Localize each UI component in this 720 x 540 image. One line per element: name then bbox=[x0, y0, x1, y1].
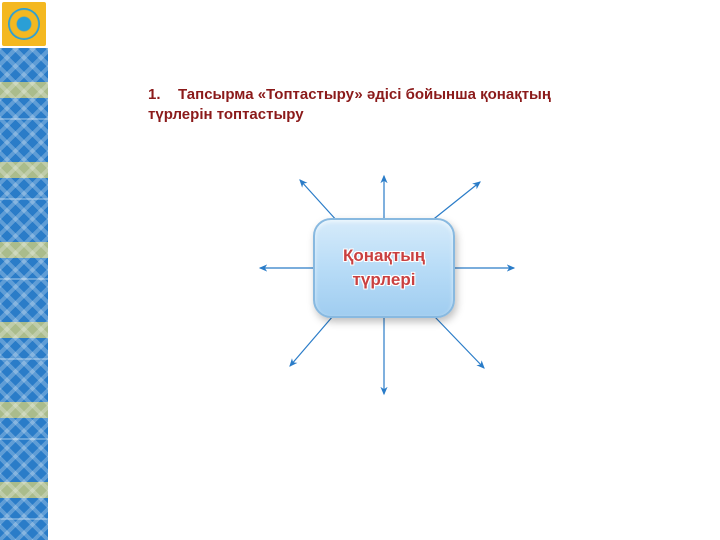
task-heading: 1.Тапсырма «Топтастыру» әдісі бойынша қо… bbox=[148, 85, 588, 126]
slide-content: 1.Тапсырма «Топтастыру» әдісі бойынша қо… bbox=[48, 0, 720, 540]
diagram-arrow bbox=[300, 180, 338, 222]
cluster-diagram: Қонақтың түрлері bbox=[208, 148, 568, 428]
diagram-arrow bbox=[290, 316, 333, 366]
diagram-arrow bbox=[430, 182, 480, 222]
task-number: 1. bbox=[148, 85, 178, 105]
center-node: Қонақтың түрлері bbox=[313, 218, 455, 318]
center-node-line2: түрлері bbox=[353, 270, 416, 289]
ornament-pattern bbox=[0, 48, 48, 540]
diagram-arrow bbox=[434, 316, 484, 368]
task-title: Тапсырма «Топтастыру» әдісі бойынша қона… bbox=[148, 86, 551, 123]
center-node-line1: Қонақтың bbox=[343, 246, 425, 265]
emblem-icon bbox=[2, 2, 46, 46]
decorative-sidebar bbox=[0, 0, 48, 540]
